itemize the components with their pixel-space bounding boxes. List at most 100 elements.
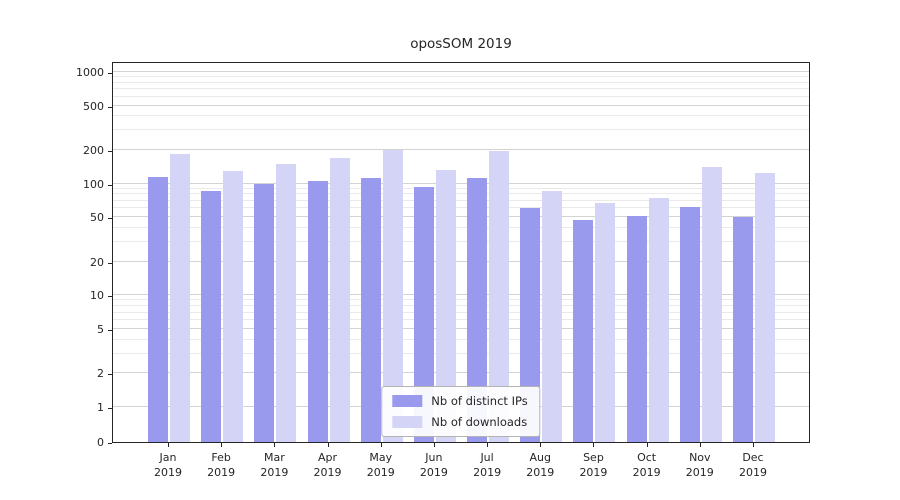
- bar-downloads: [382, 149, 403, 442]
- gridline: [113, 81, 809, 83]
- gridline: [113, 216, 809, 218]
- gridline: [113, 241, 809, 243]
- legend: Nb of distinct IPs Nb of downloads: [381, 386, 541, 437]
- x-tick-mark: [752, 443, 754, 447]
- gridline: [113, 207, 809, 209]
- x-tick-label: Oct 2019: [632, 451, 661, 479]
- x-tick-mark: [433, 443, 435, 447]
- gridline: [113, 327, 809, 329]
- gridline: [113, 199, 809, 201]
- gridline: [113, 182, 809, 184]
- plot-area: Nb of distinct IPs Nb of downloads: [112, 62, 810, 443]
- x-tick-label: Mar 2019: [260, 451, 289, 479]
- y-tick-mark: [108, 374, 112, 376]
- x-tick-mark: [540, 443, 542, 447]
- gridline: [113, 311, 809, 313]
- y-tick-mark: [108, 150, 112, 152]
- bar-downloads: [170, 153, 190, 442]
- gridline: [113, 294, 809, 296]
- x-tick-mark: [274, 443, 276, 447]
- bar-distinct-ips: [201, 191, 222, 442]
- bar-distinct-ips: [360, 177, 381, 442]
- y-tick-label: 500: [83, 99, 104, 113]
- y-tick-label: 5: [97, 322, 104, 336]
- bar-downloads: [754, 172, 775, 442]
- bar-distinct-ips: [148, 176, 168, 442]
- gridline: [113, 187, 809, 189]
- gridline: [113, 338, 809, 340]
- bar-downloads: [489, 151, 510, 442]
- gridline: [113, 76, 809, 78]
- gridline: [113, 260, 809, 262]
- legend-label-downloads: Nb of downloads: [431, 415, 528, 429]
- y-tick-label: 1000: [76, 65, 104, 79]
- x-tick-label: Dec 2019: [738, 451, 767, 479]
- gridline: [113, 305, 809, 307]
- x-tick-label: Jun 2019: [419, 451, 448, 479]
- y-tick-mark: [108, 443, 112, 444]
- legend-swatch-downloads: [392, 416, 423, 428]
- bar-downloads: [648, 197, 669, 442]
- y-tick-mark: [108, 184, 112, 186]
- bar-distinct-ips: [626, 216, 647, 442]
- legend-item-distinct-ips: Nb of distinct IPs: [392, 394, 528, 408]
- x-tick-label: Jan 2019: [154, 451, 182, 479]
- x-tick-label: May 2019: [366, 451, 395, 479]
- y-tick-mark: [108, 106, 112, 108]
- y-tick-label: 50: [90, 211, 104, 225]
- bar-downloads: [329, 157, 350, 442]
- x-tick-label: Aug 2019: [526, 451, 555, 479]
- y-tick-mark: [108, 408, 112, 409]
- bar-distinct-ips: [467, 178, 488, 442]
- y-tick-mark: [108, 218, 112, 220]
- gridline: [113, 227, 809, 229]
- bar-distinct-ips: [679, 206, 700, 442]
- x-tick-mark: [380, 443, 382, 447]
- x-tick-mark: [168, 443, 169, 447]
- bar-distinct-ips: [732, 217, 753, 442]
- bar-downloads: [542, 191, 563, 442]
- legend-label-distinct-ips: Nb of distinct IPs: [431, 394, 528, 408]
- y-tick-label: 20: [90, 255, 104, 269]
- y-tick-label: 0: [97, 436, 104, 449]
- bar-downloads: [276, 163, 297, 442]
- bar-downloads: [435, 169, 456, 442]
- gridline: [113, 104, 809, 106]
- x-tick-mark: [593, 443, 595, 447]
- gridline: [113, 115, 809, 117]
- chart-title: oposSOM 2019: [410, 36, 512, 52]
- legend-swatch-distinct-ips: [392, 395, 423, 407]
- y-tick-label: 100: [83, 177, 104, 191]
- bar-distinct-ips: [254, 183, 275, 442]
- x-tick-label: Nov 2019: [685, 451, 714, 479]
- y-tick-mark: [108, 296, 112, 298]
- y-tick-mark: [108, 262, 112, 264]
- x-tick-mark: [699, 443, 701, 447]
- y-tick-mark: [108, 72, 112, 74]
- x-tick-mark: [487, 443, 489, 447]
- y-tick-label: 10: [90, 289, 104, 303]
- gridline: [113, 193, 809, 195]
- gridline: [113, 95, 809, 97]
- bar-distinct-ips: [520, 208, 541, 442]
- bar-distinct-ips: [573, 220, 594, 442]
- bar-distinct-ips: [413, 187, 434, 442]
- y-tick-label: 1: [97, 401, 104, 414]
- gridline: [113, 88, 809, 90]
- gridline: [113, 70, 809, 72]
- x-tick-label: Jul 2019: [473, 451, 502, 479]
- x-tick-label: Feb 2019: [207, 451, 236, 479]
- x-tick-mark: [646, 443, 648, 447]
- x-tick-label: Apr 2019: [313, 451, 342, 479]
- y-tick-label: 200: [83, 143, 104, 157]
- bar-downloads: [223, 170, 244, 442]
- gridline: [113, 372, 809, 374]
- x-tick-mark: [327, 443, 329, 447]
- bar-downloads: [701, 167, 722, 442]
- bar-distinct-ips: [307, 181, 328, 442]
- gridline: [113, 129, 809, 131]
- gridline: [113, 319, 809, 321]
- legend-item-downloads: Nb of downloads: [392, 415, 527, 429]
- x-tick-mark: [221, 443, 223, 447]
